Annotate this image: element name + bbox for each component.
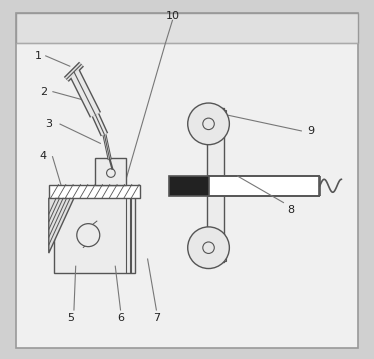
Text: 6: 6 <box>117 313 124 323</box>
Text: 4: 4 <box>40 151 47 161</box>
Text: 3: 3 <box>45 119 52 129</box>
Circle shape <box>203 118 214 130</box>
Bar <box>49 185 140 198</box>
Text: 7: 7 <box>153 313 160 323</box>
Text: 10: 10 <box>166 11 180 21</box>
Bar <box>169 176 209 196</box>
Text: 9: 9 <box>307 126 315 136</box>
Bar <box>54 194 135 273</box>
Circle shape <box>188 227 229 269</box>
Text: 5: 5 <box>67 313 74 323</box>
Polygon shape <box>49 198 74 253</box>
Bar <box>207 108 224 262</box>
Text: 8: 8 <box>288 205 295 215</box>
Bar <box>208 176 319 196</box>
Text: 2: 2 <box>40 87 47 97</box>
Circle shape <box>203 242 214 253</box>
Bar <box>16 13 358 43</box>
Text: 1: 1 <box>34 51 42 61</box>
Circle shape <box>107 169 115 177</box>
Circle shape <box>77 224 100 247</box>
Bar <box>204 253 227 261</box>
Bar <box>204 110 227 118</box>
Circle shape <box>188 103 229 145</box>
Bar <box>95 158 126 185</box>
